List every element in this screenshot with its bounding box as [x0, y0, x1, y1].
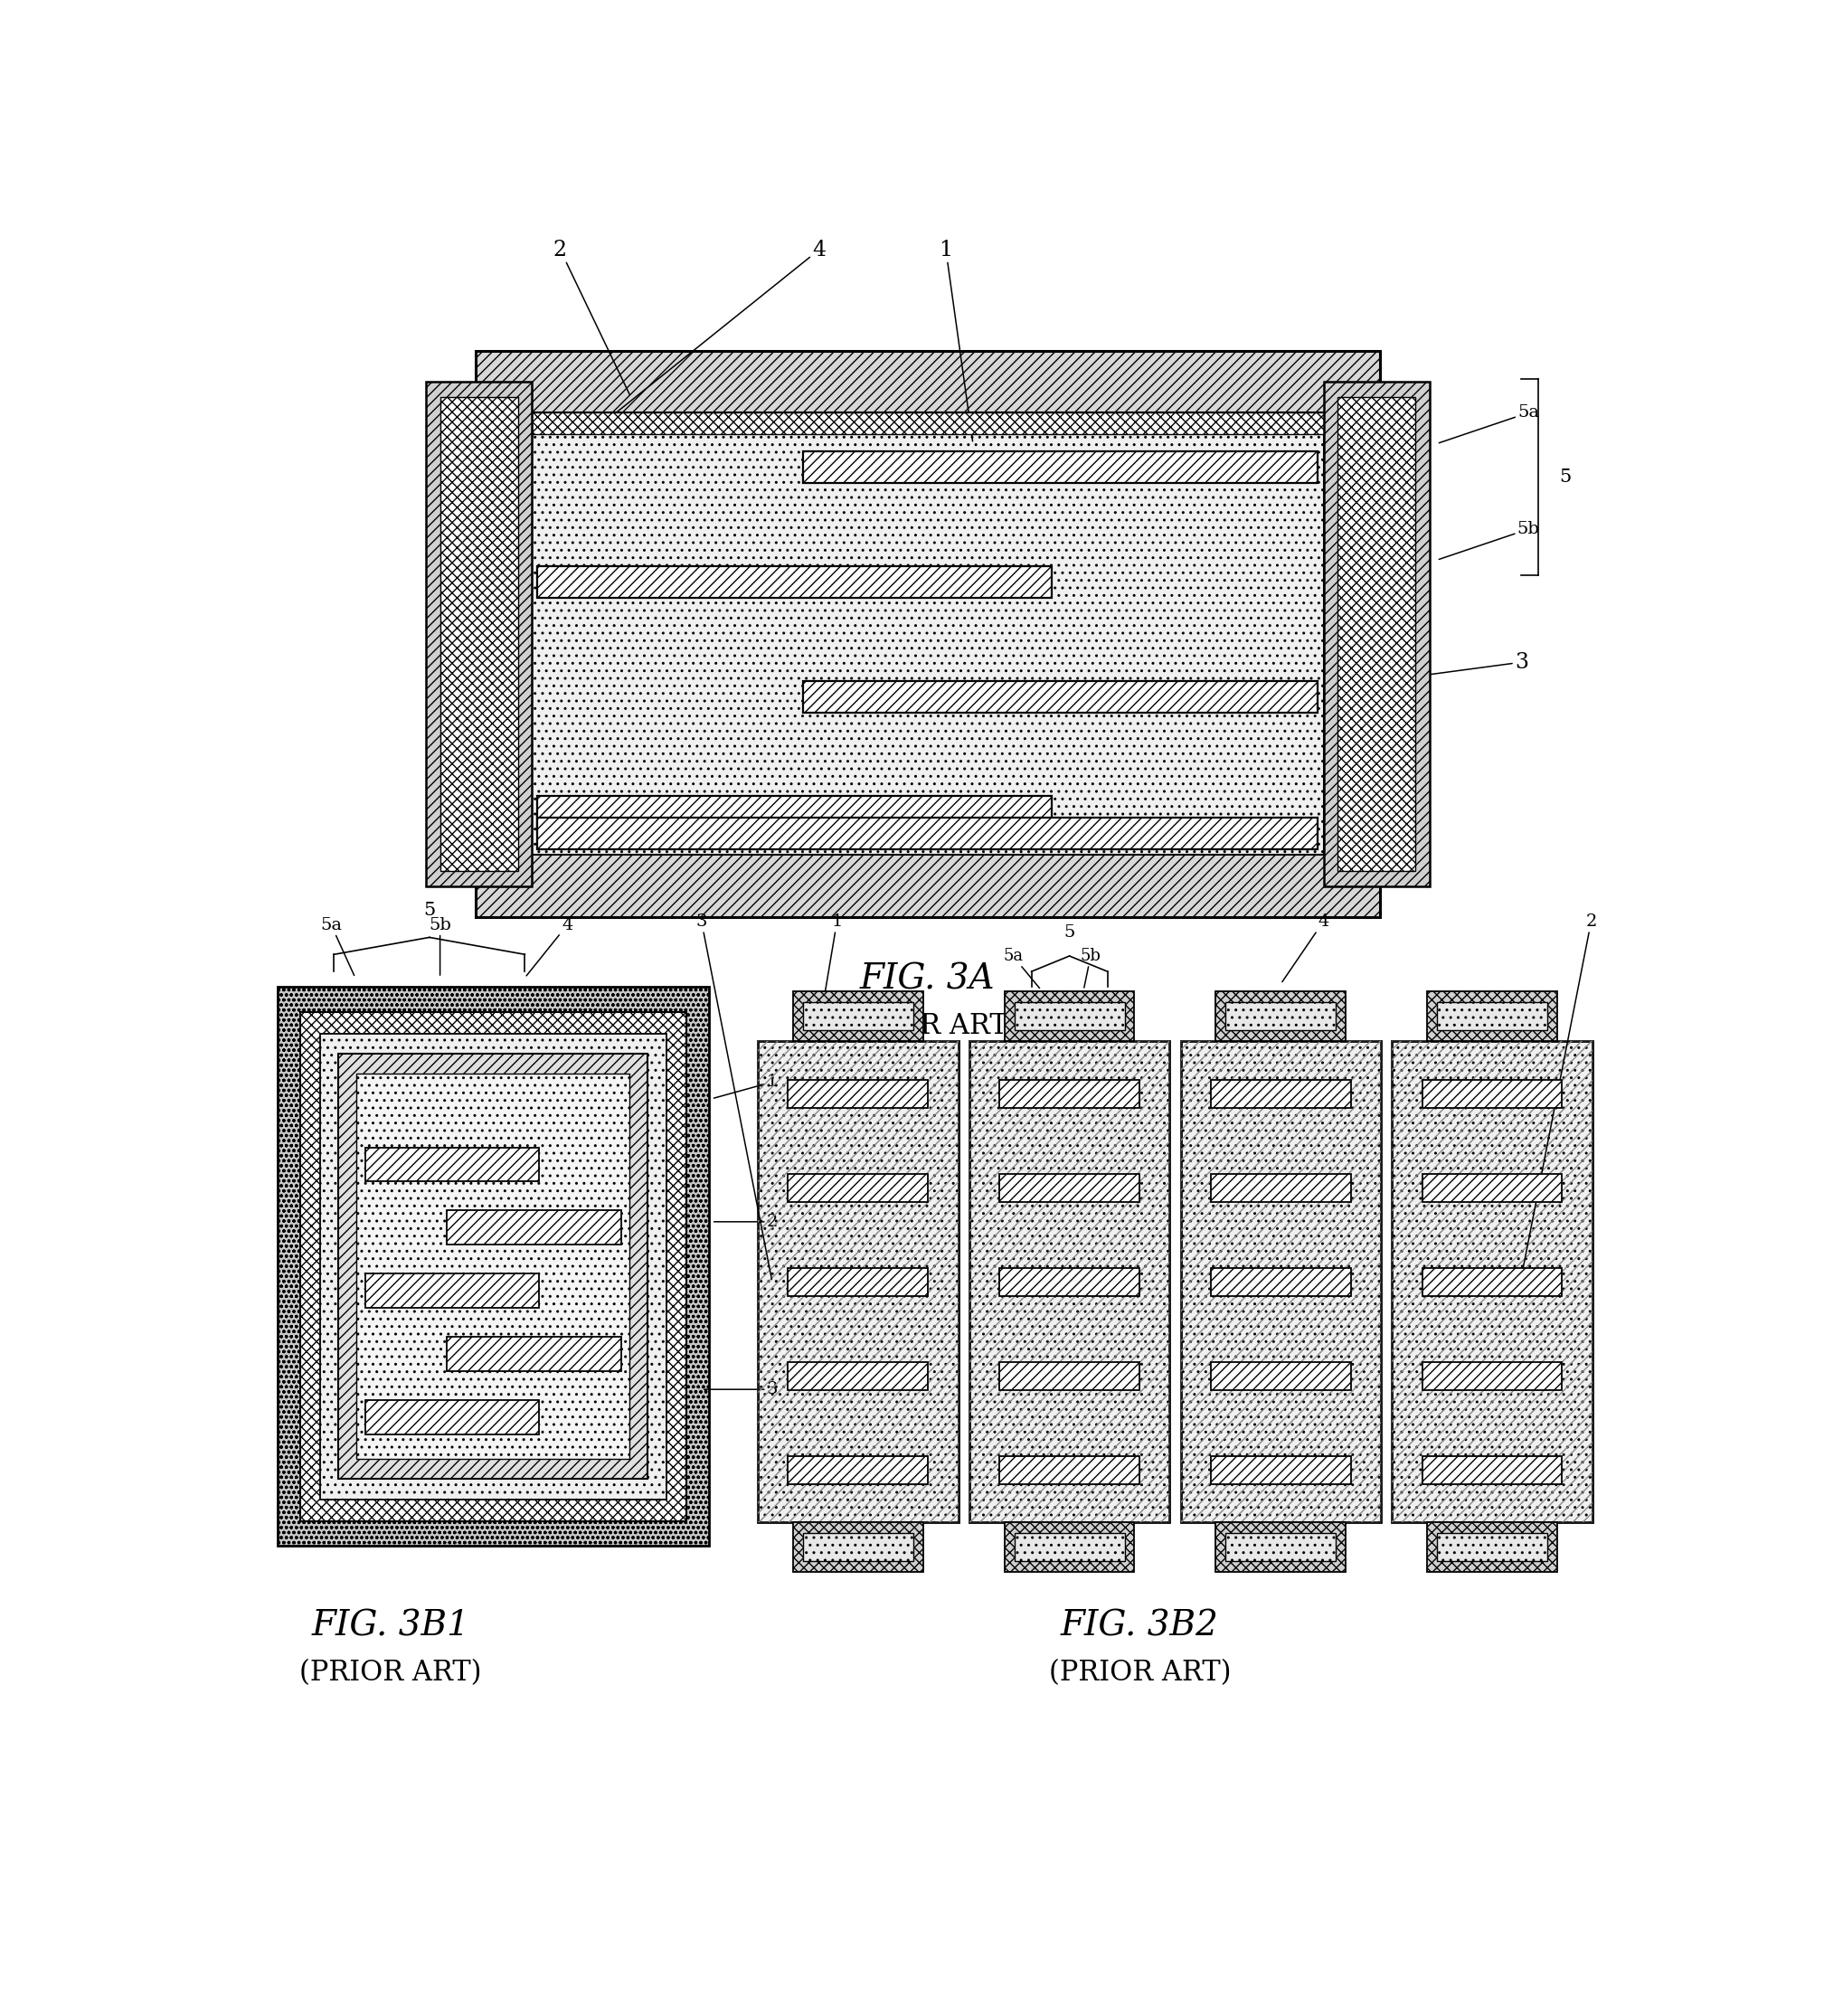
Text: 5a: 5a: [1439, 405, 1539, 444]
Bar: [1217, 992, 1346, 1042]
Text: 5b: 5b: [1439, 520, 1539, 558]
Text: 1: 1: [713, 1075, 777, 1099]
Bar: [1226, 1534, 1335, 1560]
Text: 1: 1: [819, 913, 843, 1030]
Text: 5: 5: [1560, 468, 1572, 486]
Bar: [803, 452, 1319, 482]
Bar: [1217, 1522, 1346, 1572]
Bar: [1324, 381, 1430, 887]
Bar: [1211, 1173, 1352, 1202]
Bar: [1000, 1456, 1140, 1484]
Bar: [476, 351, 1381, 917]
Text: 5: 5: [423, 901, 436, 919]
Bar: [759, 1042, 958, 1522]
Bar: [788, 1173, 928, 1202]
Bar: [301, 1012, 686, 1520]
Bar: [1211, 1363, 1352, 1389]
Text: 5b: 5b: [1080, 948, 1102, 988]
Bar: [1211, 1268, 1352, 1296]
Text: (PRIOR ART): (PRIOR ART): [837, 1012, 1020, 1040]
Bar: [1423, 1363, 1561, 1389]
Bar: [1423, 1173, 1561, 1202]
Bar: [337, 1054, 648, 1480]
Bar: [1426, 1522, 1558, 1572]
Bar: [793, 1522, 923, 1572]
Bar: [803, 1534, 914, 1560]
Text: FIG. 3A: FIG. 3A: [861, 962, 996, 996]
Bar: [447, 1210, 620, 1244]
Bar: [1005, 992, 1135, 1042]
Bar: [533, 413, 1324, 855]
Text: 5: 5: [1063, 923, 1074, 939]
Text: 4: 4: [527, 917, 573, 976]
Bar: [538, 796, 1052, 827]
Bar: [538, 566, 1052, 597]
Text: 2: 2: [713, 1214, 777, 1230]
Text: 5b: 5b: [429, 917, 451, 976]
Bar: [319, 1034, 666, 1500]
Bar: [1337, 397, 1415, 871]
Bar: [427, 381, 533, 887]
Text: 5a: 5a: [321, 917, 354, 976]
Bar: [1000, 1363, 1140, 1389]
Text: 2: 2: [553, 240, 629, 395]
Bar: [1000, 1081, 1140, 1109]
Bar: [533, 413, 1324, 433]
Bar: [1426, 992, 1558, 1042]
Bar: [1014, 1534, 1125, 1560]
Bar: [440, 397, 518, 871]
Bar: [1005, 1522, 1135, 1572]
Bar: [1211, 1081, 1352, 1109]
Text: 4: 4: [604, 240, 826, 421]
Text: 3: 3: [1397, 651, 1529, 679]
Bar: [365, 1147, 540, 1181]
Bar: [1000, 1173, 1140, 1202]
Bar: [1392, 1042, 1592, 1522]
Bar: [1423, 1081, 1561, 1109]
Text: 3: 3: [704, 1381, 777, 1397]
Bar: [365, 1274, 540, 1308]
Text: 5a: 5a: [1003, 948, 1040, 988]
Text: FIG. 3B2: FIG. 3B2: [1062, 1611, 1218, 1643]
Bar: [1392, 1042, 1592, 1522]
Bar: [358, 1075, 629, 1460]
Bar: [1226, 1002, 1335, 1030]
Bar: [447, 1337, 620, 1371]
Bar: [1014, 1002, 1125, 1030]
Text: 4: 4: [1282, 913, 1328, 982]
Bar: [277, 988, 708, 1546]
Bar: [788, 1268, 928, 1296]
Bar: [1180, 1042, 1381, 1522]
Bar: [969, 1042, 1169, 1522]
Text: FIG. 3B1: FIG. 3B1: [312, 1611, 469, 1643]
Text: 3: 3: [697, 913, 772, 1280]
Text: 1: 1: [939, 240, 972, 442]
Bar: [788, 1456, 928, 1484]
Bar: [1437, 1002, 1547, 1030]
Bar: [538, 818, 1319, 849]
Bar: [793, 992, 923, 1042]
Bar: [803, 681, 1319, 712]
Text: (PRIOR ART): (PRIOR ART): [299, 1659, 482, 1687]
Bar: [1423, 1456, 1561, 1484]
Bar: [1180, 1042, 1381, 1522]
Bar: [788, 1081, 928, 1109]
Bar: [759, 1042, 958, 1522]
Bar: [969, 1042, 1169, 1522]
Bar: [803, 1002, 914, 1030]
Bar: [365, 1399, 540, 1433]
Bar: [1423, 1268, 1561, 1296]
Bar: [788, 1363, 928, 1389]
Bar: [1000, 1268, 1140, 1296]
Text: 2: 2: [1521, 913, 1596, 1280]
Bar: [1211, 1456, 1352, 1484]
Text: (PRIOR ART): (PRIOR ART): [1049, 1659, 1231, 1687]
Bar: [1437, 1534, 1547, 1560]
